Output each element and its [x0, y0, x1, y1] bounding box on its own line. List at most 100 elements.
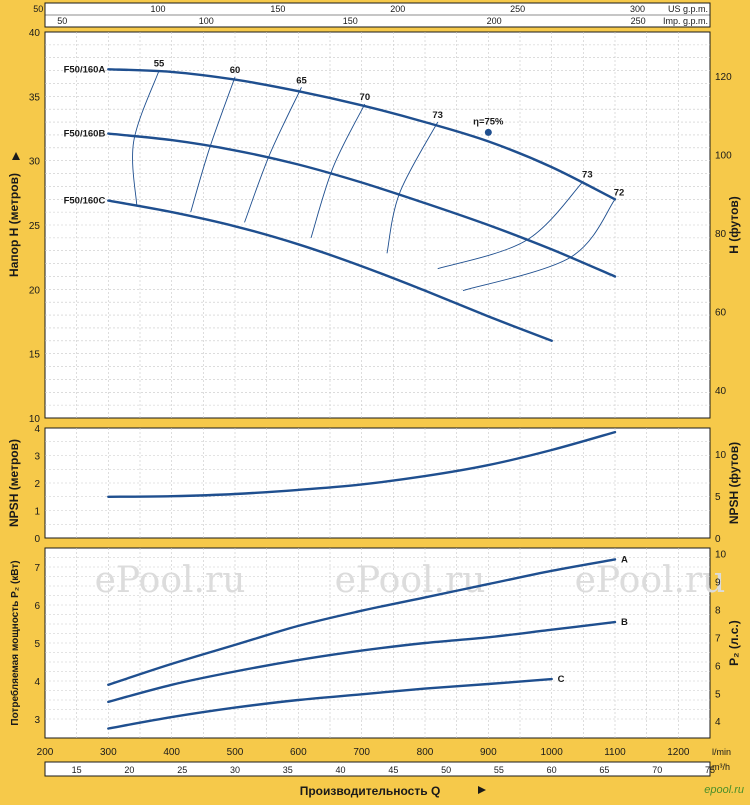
head-ytick-label: 15	[29, 350, 41, 361]
xtick-label: 1200	[667, 747, 690, 758]
head-y-axis-arrow-icon	[12, 152, 20, 160]
head-ytick-label: 10	[29, 414, 41, 425]
m3h-tick-label: 60	[547, 765, 557, 775]
m3h-tick-label: 65	[599, 765, 609, 775]
m3h-unit-label: m³/h	[712, 762, 730, 772]
xtick-label: 800	[417, 747, 434, 758]
npsh-right-tick-label: 10	[715, 450, 727, 461]
efficiency-curve-70	[310, 103, 366, 239]
npsh-ytick-label: 4	[34, 424, 40, 435]
us-gpm-tick-label: 150	[270, 4, 285, 14]
head-y-axis-title: Напор H (метров)	[7, 173, 21, 277]
m3h-tick-label: 40	[336, 765, 346, 775]
power-ytick-label: 7	[34, 563, 40, 574]
head-right-tick-label: 40	[715, 386, 727, 397]
npsh-ytick-label: 3	[34, 452, 40, 463]
power-right-tick-label: 9	[715, 577, 721, 588]
power-y-axis-title: Потребляемая мощность P₂ (кВт)	[9, 560, 21, 725]
imp-gpm-unit: Imp. g.p.m.	[663, 16, 708, 26]
power-ytick-label: 6	[34, 601, 40, 612]
xtick-label: 500	[227, 747, 244, 758]
power-curve-c	[107, 677, 553, 730]
xtick-label: 600	[290, 747, 307, 758]
m3h-scale-frame	[44, 761, 711, 777]
power-right-tick-label: 7	[715, 633, 721, 644]
npsh-curve	[107, 430, 617, 498]
xtick-label: 400	[163, 747, 180, 758]
m3h-tick-label: 45	[388, 765, 398, 775]
power-curve-b	[107, 620, 617, 704]
xtick-label: 300	[100, 747, 117, 758]
head-ytick-label: 35	[29, 92, 41, 103]
m3h-tick-label: 55	[494, 765, 504, 775]
power-ytick-label: 3	[34, 715, 40, 726]
watermark-text: ePool.ru	[335, 560, 486, 601]
head-ytick-label: 30	[29, 157, 41, 168]
npsh-ytick-label: 0	[34, 534, 40, 545]
us-gpm-unit: US g.p.m.	[668, 4, 708, 14]
m3h-tick-label: 50	[441, 765, 451, 775]
head-ytick-label: 25	[29, 221, 41, 232]
m3h-tick-label: 25	[177, 765, 187, 775]
head-curve-f50-160a	[107, 68, 617, 201]
m3h-tick-label: 20	[124, 765, 134, 775]
npsh-ytick-label: 1	[34, 507, 40, 518]
us-gpm-tick-label: 300	[630, 4, 645, 14]
head-ytick-label: 20	[29, 285, 41, 296]
m3h-tick-label: 30	[230, 765, 240, 775]
head-right-tick-label: 80	[715, 229, 727, 240]
xtick-label: 1100	[604, 747, 626, 758]
efficiency-curve-65	[244, 87, 302, 223]
efficiency-label: 65	[296, 75, 307, 86]
imp-gpm-tick-label: 50	[57, 16, 67, 26]
m3h-tick-label: 15	[72, 765, 82, 775]
efficiency-curve-55	[132, 70, 160, 206]
efficiency-curve-60	[190, 76, 236, 213]
efficiency-label: 60	[230, 65, 241, 76]
head-series-label: F50/160A	[64, 64, 106, 75]
us-gpm-tick-label: 200	[390, 4, 405, 14]
head-curve-f50-160b	[107, 132, 617, 278]
efficiency-label: 70	[360, 92, 371, 103]
head-right-tick-label: 120	[715, 72, 732, 83]
x-unit-label: l/min	[712, 747, 731, 757]
m3h-tick-label: 35	[283, 765, 293, 775]
head-right-tick-label: 60	[715, 307, 727, 318]
power-series-label: A	[621, 554, 628, 565]
head-right-axis-title: H (футов)	[727, 196, 741, 254]
head-curve-f50-160c	[107, 199, 553, 342]
npsh-right-tick-label: 0	[715, 534, 721, 545]
m3h-tick-label: 75	[705, 765, 715, 775]
imp-gpm-tick-label: 200	[487, 16, 502, 26]
power-series-label: C	[558, 674, 565, 685]
watermark-text: ePool.ru	[575, 560, 726, 601]
xtick-label: 1000	[541, 747, 564, 758]
power-right-tick-label: 6	[715, 661, 721, 672]
head-series-label: F50/160B	[64, 129, 106, 140]
npsh-y-axis-title: NPSH (метров)	[7, 439, 21, 527]
npsh-ytick-label: 2	[34, 479, 40, 490]
power-ytick-label: 4	[34, 677, 40, 688]
efficiency-curve-73	[386, 121, 439, 254]
efficiency-label: 73	[582, 169, 593, 180]
power-ytick-label: 5	[34, 639, 40, 650]
xtick-label: 900	[480, 747, 497, 758]
head-ytick-label: 40	[29, 28, 41, 39]
us-gpm-tick-label: 100	[151, 4, 166, 14]
npsh-right-axis-title: NPSH (футов)	[727, 442, 741, 524]
power-series-label: B	[621, 617, 628, 628]
watermark-text: ePool.ru	[95, 560, 246, 601]
efficiency-label: 55	[154, 59, 165, 70]
npsh-right-tick-label: 5	[715, 492, 721, 503]
xtick-label: 200	[37, 747, 54, 758]
efficiency-point-marker	[484, 128, 492, 136]
xtick-label: 700	[353, 747, 370, 758]
imp-gpm-tick-label: 100	[199, 16, 214, 26]
power-right-tick-label: 8	[715, 605, 721, 616]
efficiency-point-label: η=75%	[473, 116, 504, 127]
head-series-label: F50/160C	[64, 196, 106, 207]
m3h-tick-label: 70	[652, 765, 662, 775]
x-axis-arrow-icon	[478, 786, 486, 794]
